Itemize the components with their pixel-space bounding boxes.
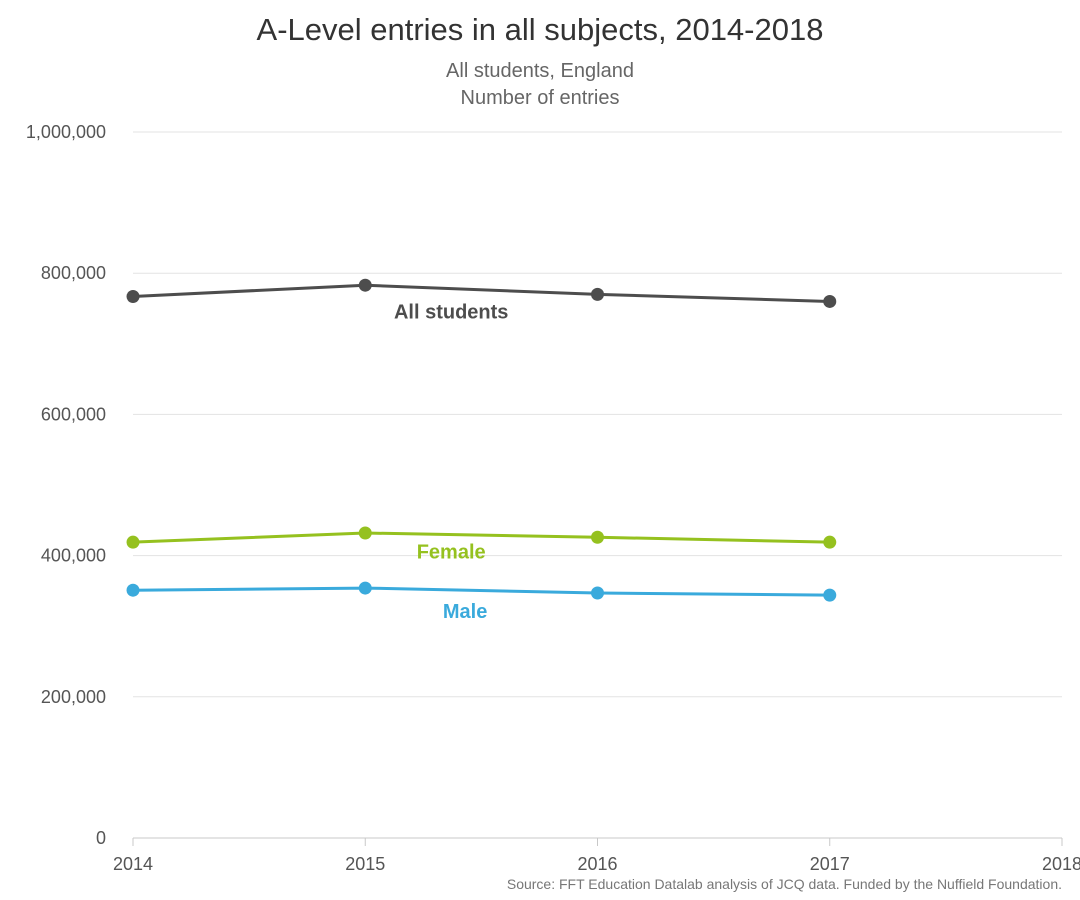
data-point-female-2017 bbox=[823, 535, 837, 549]
series-label-all-students: All students bbox=[394, 302, 508, 324]
y-axis-label: Number of entries bbox=[460, 87, 620, 109]
y-tick-label-0: 0 bbox=[96, 828, 106, 848]
x-tick-label-2016: 2016 bbox=[577, 854, 617, 874]
series-line-female bbox=[132, 531, 830, 544]
x-tick-label-2014: 2014 bbox=[113, 854, 153, 874]
y-tick-label-1-000-000: 1,000,000 bbox=[26, 122, 106, 142]
chart-title: A-Level entries in all subjects, 2014-20… bbox=[256, 12, 824, 47]
y-tick-label-400-000: 400,000 bbox=[41, 546, 106, 566]
series-label-male: Male bbox=[443, 601, 487, 623]
y-tick-label-800-000: 800,000 bbox=[41, 263, 106, 283]
chart-subtitle: All students, England bbox=[446, 60, 634, 82]
x-tick-label-2017: 2017 bbox=[810, 854, 850, 874]
data-point-all-students-2017 bbox=[823, 294, 837, 308]
data-point-female-2016 bbox=[591, 530, 604, 544]
data-point-all-students-2014 bbox=[126, 289, 140, 303]
series-line-male bbox=[132, 586, 830, 597]
series-label-female: Female bbox=[417, 542, 486, 564]
data-point-male-2015 bbox=[358, 581, 372, 595]
series-line-all-students bbox=[132, 283, 830, 303]
data-point-female-2015 bbox=[358, 526, 372, 540]
y-tick-label-200-000: 200,000 bbox=[41, 687, 106, 707]
x-tick-label-2018: 2018 bbox=[1042, 854, 1080, 874]
x-tick-label-2015: 2015 bbox=[345, 854, 385, 874]
data-point-all-students-2015 bbox=[358, 278, 372, 292]
data-point-male-2016 bbox=[591, 586, 604, 600]
data-point-all-students-2016 bbox=[591, 287, 604, 301]
source-note: Source: FFT Education Datalab analysis o… bbox=[506, 876, 1062, 892]
data-point-male-2017 bbox=[823, 588, 837, 602]
data-point-male-2014 bbox=[126, 583, 140, 597]
y-tick-label-600-000: 600,000 bbox=[41, 404, 106, 424]
data-point-female-2014 bbox=[126, 535, 140, 549]
